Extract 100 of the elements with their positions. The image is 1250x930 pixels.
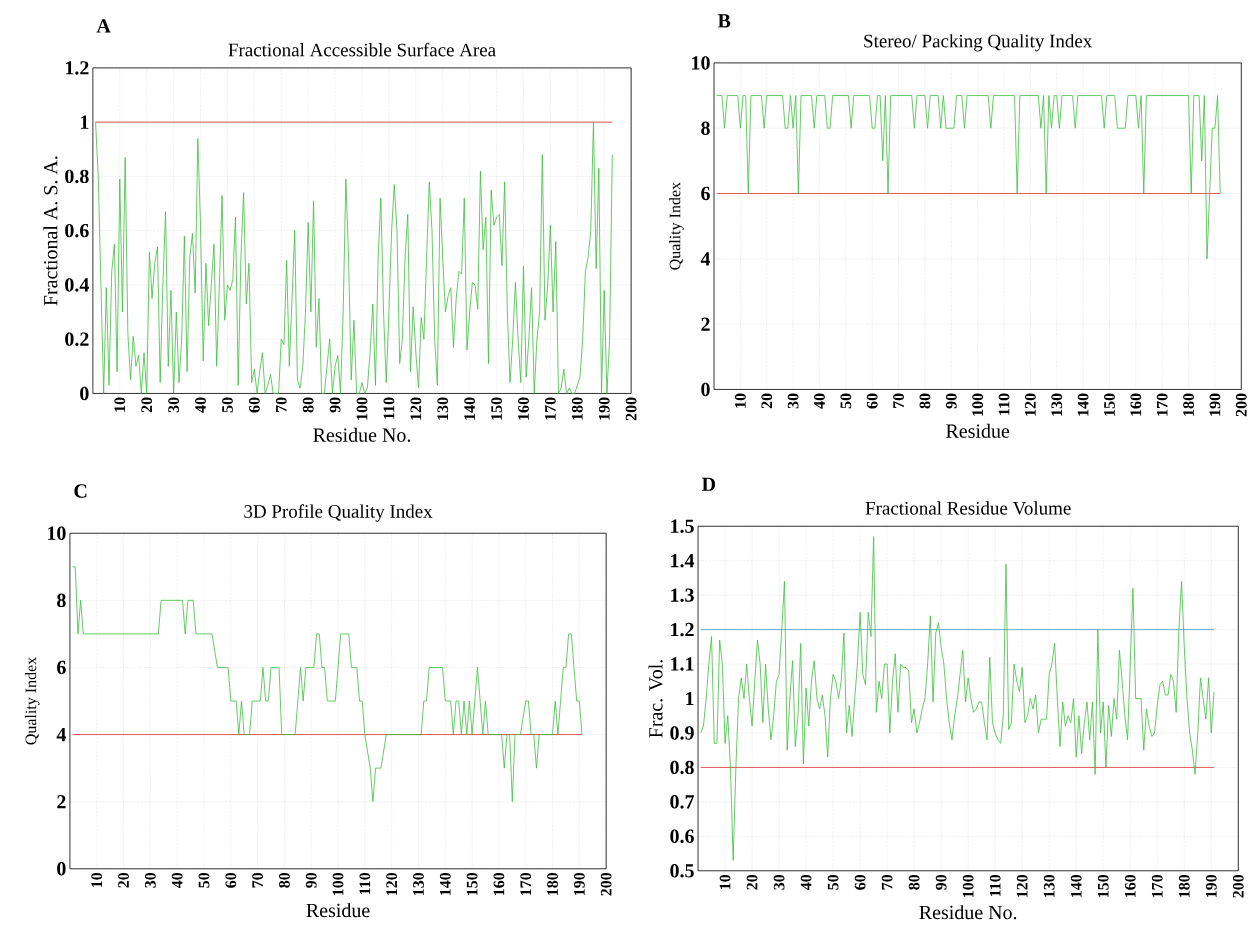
x-tick-label: 20	[141, 397, 153, 413]
y-tick-label: 2	[701, 317, 710, 331]
x-tick-label: 200	[625, 397, 637, 421]
y-tick-label: 0.4	[65, 278, 89, 292]
y-tick-label: 0.9	[670, 726, 694, 740]
x-tick-label: 60	[854, 875, 866, 890]
x-tick-label: 110	[383, 397, 395, 419]
y-tick-label: 2	[57, 795, 66, 809]
y-axis-title: Frac. Vol.	[648, 660, 663, 738]
x-tick-label: 150	[1097, 875, 1109, 898]
x-tick-label: 30	[787, 393, 799, 409]
y-tick-label: 0.6	[65, 224, 89, 238]
x-tick-label: 40	[171, 873, 183, 889]
x-tick-label: 20	[746, 875, 758, 890]
y-tick-label: 0	[57, 862, 66, 876]
x-tick-label: 160	[1130, 393, 1142, 416]
x-tick-label: 150	[466, 873, 478, 896]
x-tick-label: 10	[114, 397, 126, 412]
x-tick-label: 120	[410, 397, 422, 420]
x-tick-label: 180	[1178, 875, 1190, 898]
x-tick-label: 90	[305, 873, 317, 888]
chart-title: Fractional Residue Volume	[865, 501, 1071, 515]
x-tick-label: 70	[893, 393, 904, 409]
x-tick-label: 30	[144, 873, 156, 888]
x-tick-label: 120	[1025, 393, 1036, 416]
text: D	[701, 477, 716, 491]
chart-title: 3D Profile Quality Index	[244, 504, 433, 522]
x-tick-label: 180	[1183, 393, 1194, 416]
x-tick-label: 170	[1151, 875, 1163, 898]
x-tick-label: 180	[547, 873, 558, 896]
x-tick-label: 100	[332, 873, 344, 896]
x-tick-label: 200	[1235, 393, 1247, 417]
x-tick-label: 160	[493, 873, 505, 896]
text: C	[74, 484, 87, 498]
x-tick-label: 80	[919, 393, 931, 409]
x-tick-label: 100	[972, 393, 984, 416]
x-tick-label: 140	[1077, 393, 1089, 416]
x-tick-label: 20	[761, 393, 773, 409]
x-tick-label: 10	[735, 393, 746, 408]
y-tick-label: 1.4	[671, 554, 695, 568]
x-tick-label: 110	[998, 393, 1010, 415]
x-tick-label: 190	[573, 873, 585, 896]
x-tick-label: 170	[545, 397, 556, 420]
x-tick-label: 40	[814, 393, 825, 409]
x-tick-label: 190	[1205, 875, 1217, 898]
y-tick-label: 0.8	[65, 169, 89, 184]
x-axis-title: Residue No.	[313, 427, 411, 443]
text: A	[96, 19, 111, 33]
y-axis-title: Quality Index	[25, 657, 40, 745]
y-tick-label: 4	[700, 252, 711, 266]
x-tick-label: 70	[275, 397, 287, 413]
x-tick-label: 60	[866, 393, 878, 409]
x-axis-title: Residue	[946, 423, 1010, 438]
x-tick-label: 130	[413, 873, 424, 896]
x-tick-label: 190	[598, 397, 610, 420]
y-tick-label: 0.2	[65, 332, 89, 347]
x-tick-label: 60	[248, 397, 260, 413]
x-tick-label: 80	[302, 397, 314, 413]
y-tick-label: 1.5	[671, 519, 694, 534]
x-tick-label: 130	[1051, 393, 1063, 416]
x-tick-label: 40	[800, 875, 812, 891]
x-axis-title: Residue No.	[919, 905, 1017, 920]
x-tick-label: 110	[989, 875, 1001, 897]
y-tick-label: 0.8	[670, 760, 694, 775]
y-axis-title: Fractional A. S. A.	[43, 156, 58, 306]
x-tick-label: 100	[356, 397, 368, 420]
y-tick-label: 10	[48, 526, 66, 541]
x-tick-label: 130	[1043, 875, 1055, 898]
y-tick-label: 0.7	[670, 795, 695, 809]
x-tick-label: 90	[329, 397, 341, 413]
x-tick-label: 50	[840, 393, 852, 409]
x-tick-label: 130	[437, 397, 449, 420]
y-tick-label: 1	[686, 692, 694, 706]
y-tick-label: 1.2	[65, 61, 89, 75]
x-tick-label: 110	[359, 873, 371, 895]
x-tick-label: 160	[1124, 875, 1136, 898]
x-tick-label: 90	[935, 875, 947, 890]
x-tick-label: 60	[225, 873, 237, 888]
y-tick-label: 10	[692, 56, 710, 70]
y-axis-title: Quality Index	[669, 182, 684, 270]
x-tick-label: 140	[1070, 875, 1082, 898]
x-tick-label: 140	[439, 873, 451, 896]
x-tick-label: 30	[168, 397, 180, 413]
y-tick-label: 0.5	[670, 864, 694, 878]
y-tick-label: 1	[80, 115, 89, 129]
x-tick-label: 180	[571, 397, 583, 420]
x-tick-label: 40	[195, 397, 206, 413]
y-tick-label: 8	[701, 121, 710, 136]
x-tick-label: 140	[464, 397, 476, 420]
x-tick-label: 70	[252, 873, 263, 888]
x-tick-label: 10	[719, 875, 731, 890]
x-tick-label: 50	[222, 397, 233, 413]
y-tick-label: 0	[701, 382, 710, 397]
x-tick-label: 70	[881, 875, 893, 890]
y-tick-label: 1.3	[671, 588, 694, 603]
x-tick-label: 120	[1016, 875, 1028, 898]
x-tick-label: 120	[386, 873, 398, 896]
x-tick-label: 190	[1209, 393, 1221, 416]
x-tick-label: 50	[827, 875, 839, 890]
x-tick-label: 90	[945, 393, 957, 409]
